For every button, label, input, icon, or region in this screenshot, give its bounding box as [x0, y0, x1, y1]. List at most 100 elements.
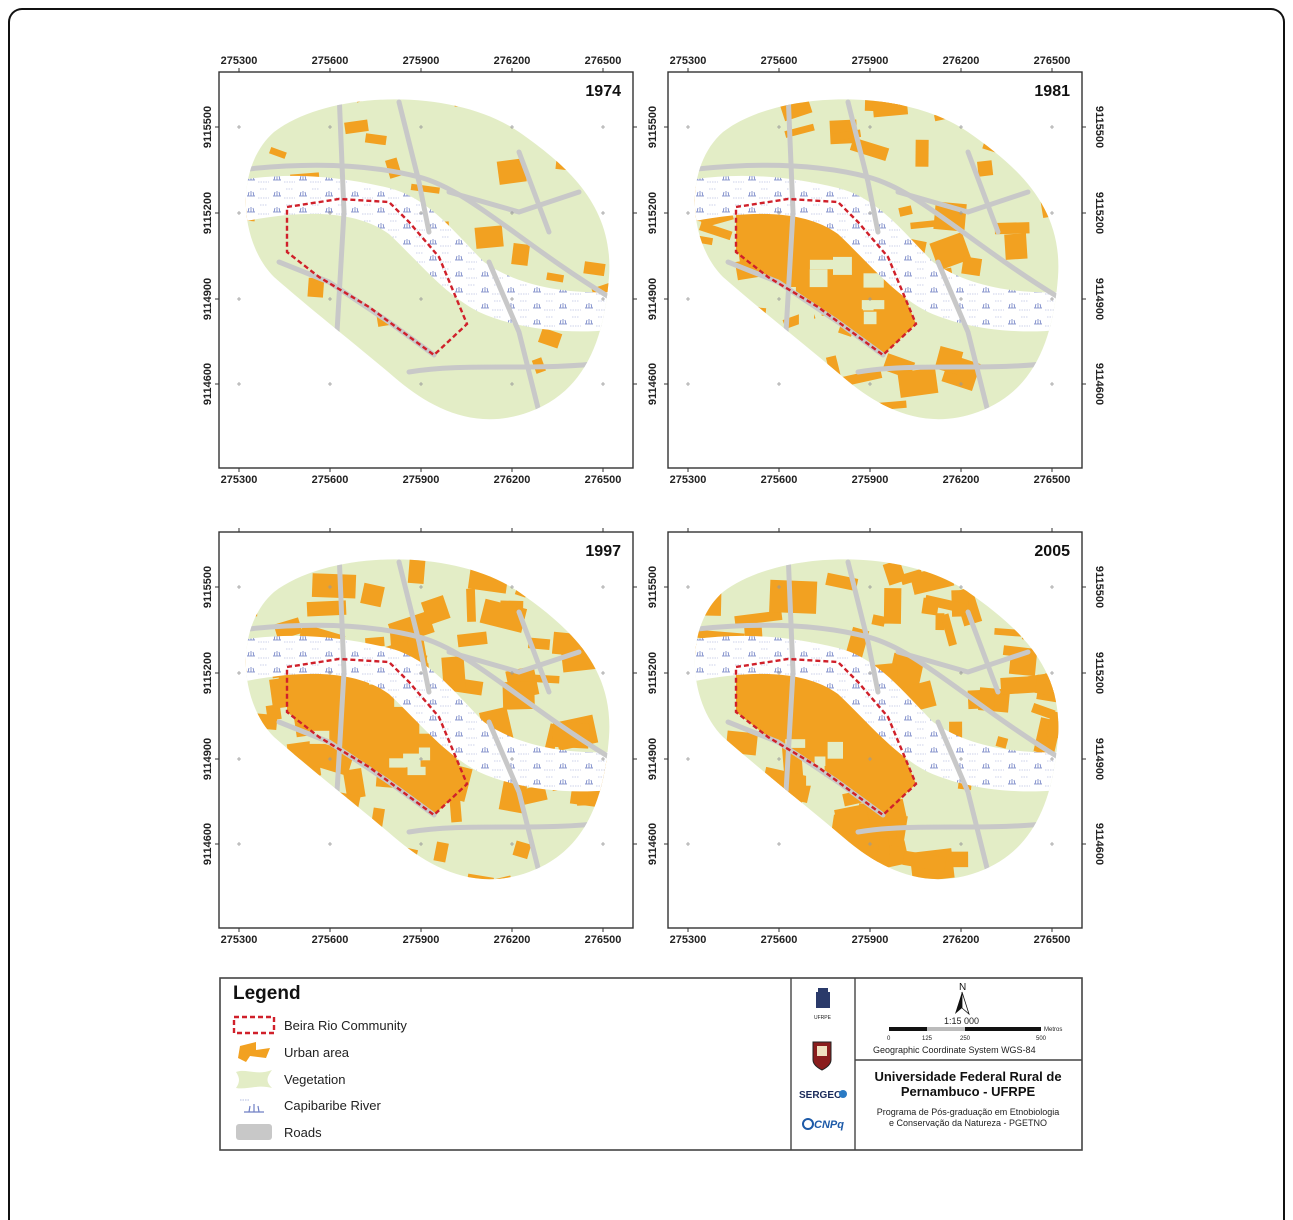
urban-patch: [269, 147, 287, 159]
graticule-cross: [959, 382, 963, 386]
graticule-cross: [1050, 842, 1054, 846]
urban-patch: [474, 225, 504, 249]
capibaribe-river: [245, 175, 610, 332]
y-tick-label: 9115500: [1093, 106, 1105, 148]
graticule-cross: [510, 671, 514, 675]
capibaribe-river: [694, 175, 1059, 332]
vegetation-patch: [403, 753, 421, 768]
x-tick-label: 275600: [761, 55, 798, 67]
graticule-cross: [419, 382, 423, 386]
y-tick-label: 9115200: [647, 192, 659, 234]
road: [935, 259, 991, 415]
urban-patch: [910, 219, 947, 230]
vegetation-patch: [814, 756, 826, 766]
road-patch-icon: [236, 1124, 272, 1140]
legend-item-boundary: Beira Rio Community: [232, 1015, 407, 1035]
x-tick-label: 275300: [221, 474, 258, 486]
beira-rio-boundary: [285, 197, 469, 357]
scale-tick-0: 0: [887, 1036, 891, 1042]
graticule-cross: [237, 297, 241, 301]
scale-tick-250: 250: [960, 1036, 971, 1042]
graticule-cross: [868, 297, 872, 301]
vegetation-patch: [863, 311, 877, 325]
urban-patch: [512, 840, 532, 860]
x-tick-label: 275900: [403, 934, 440, 946]
x-tick-label: 275600: [761, 474, 798, 486]
graticule-cross: [777, 671, 781, 675]
graticule-cross: [419, 585, 423, 589]
x-tick-label: 275900: [403, 55, 440, 67]
road: [845, 559, 881, 695]
urban-patch: [360, 582, 385, 608]
graticule-cross: [686, 585, 690, 589]
urban-patch: [734, 610, 783, 626]
graticule-cross: [777, 585, 781, 589]
graticule-cross: [868, 757, 872, 761]
beira-rio-boundary: [734, 197, 918, 357]
urban-patch: [769, 579, 818, 614]
road: [965, 149, 1001, 235]
urban-patch: [521, 784, 548, 805]
sergeo-logo-text: SERGEO: [799, 1090, 842, 1101]
x-tick-label: 276500: [585, 474, 622, 486]
y-tick-label: 9115500: [202, 106, 214, 148]
graticule-cross: [868, 671, 872, 675]
program-line1: Programa de Pós-graduação em Etnobiologi…: [877, 1107, 1060, 1117]
urban-patch: [915, 139, 929, 167]
graticule-cross: [959, 671, 963, 675]
x-tick-label: 275600: [761, 934, 798, 946]
graticule-cross: [419, 842, 423, 846]
road: [446, 189, 582, 215]
legend-title: Legend: [233, 983, 301, 1004]
x-tick-label: 276500: [585, 934, 622, 946]
urban-patch: [1000, 675, 1040, 695]
x-tick-label: 275600: [312, 474, 349, 486]
road: [895, 649, 1031, 675]
urban-patch: [940, 613, 957, 647]
graticule-cross: [237, 211, 241, 215]
scale-bar: 0 125 250 500 Metros: [887, 1027, 1062, 1042]
vegetation-patch: [809, 259, 834, 270]
urban-patch: [902, 850, 947, 872]
graticule-cross: [777, 757, 781, 761]
y-tick-label: 9115200: [202, 652, 214, 694]
x-tick-label: 276200: [494, 474, 531, 486]
capibaribe-river: [245, 635, 610, 792]
river-symbol-icon: [240, 1099, 264, 1113]
graticule-cross: [328, 585, 332, 589]
scale-tick-125: 125: [922, 1036, 933, 1042]
x-tick-label: 275300: [221, 55, 258, 67]
urban-patch: [364, 133, 387, 146]
ufrpe-logo: UFRPE: [814, 988, 832, 1021]
graticule-cross: [1050, 757, 1054, 761]
graticule-cross: [328, 125, 332, 129]
road: [516, 149, 552, 235]
urban-patch: [344, 119, 369, 135]
graticule-cross: [959, 297, 963, 301]
y-tick-label: 9115200: [1093, 192, 1105, 234]
legend-label-vegetation: Vegetation: [284, 1072, 345, 1087]
y-tick-label: 9114600: [202, 823, 214, 865]
legend-item-vegetation: Vegetation: [236, 1070, 345, 1089]
legend-item-river: Capibaribe River: [240, 1098, 381, 1113]
crest-logo: [812, 1041, 832, 1071]
graticule-cross: [510, 125, 514, 129]
x-tick-label: 275300: [670, 934, 707, 946]
graticule-cross: [419, 671, 423, 675]
y-tick-label: 9114900: [647, 278, 659, 320]
map-panel-1981: 1981 275300 275300 275600 275600 275900 275900…: [647, 55, 1105, 486]
road: [486, 259, 542, 415]
graticule-cross: [959, 585, 963, 589]
graticule-cross: [601, 125, 605, 129]
scale-tick-500: 500: [1036, 1036, 1047, 1042]
urban-patch: [306, 600, 347, 617]
map-year-label: 1974: [585, 83, 621, 100]
road: [516, 609, 552, 695]
urban-patch: [273, 617, 303, 641]
map-year-label: 1981: [1034, 83, 1070, 100]
graticule-cross: [601, 842, 605, 846]
x-tick-label: 275600: [312, 55, 349, 67]
y-tick-label: 9115500: [202, 566, 214, 608]
graticule-cross: [419, 125, 423, 129]
urban-patch: [967, 689, 995, 710]
